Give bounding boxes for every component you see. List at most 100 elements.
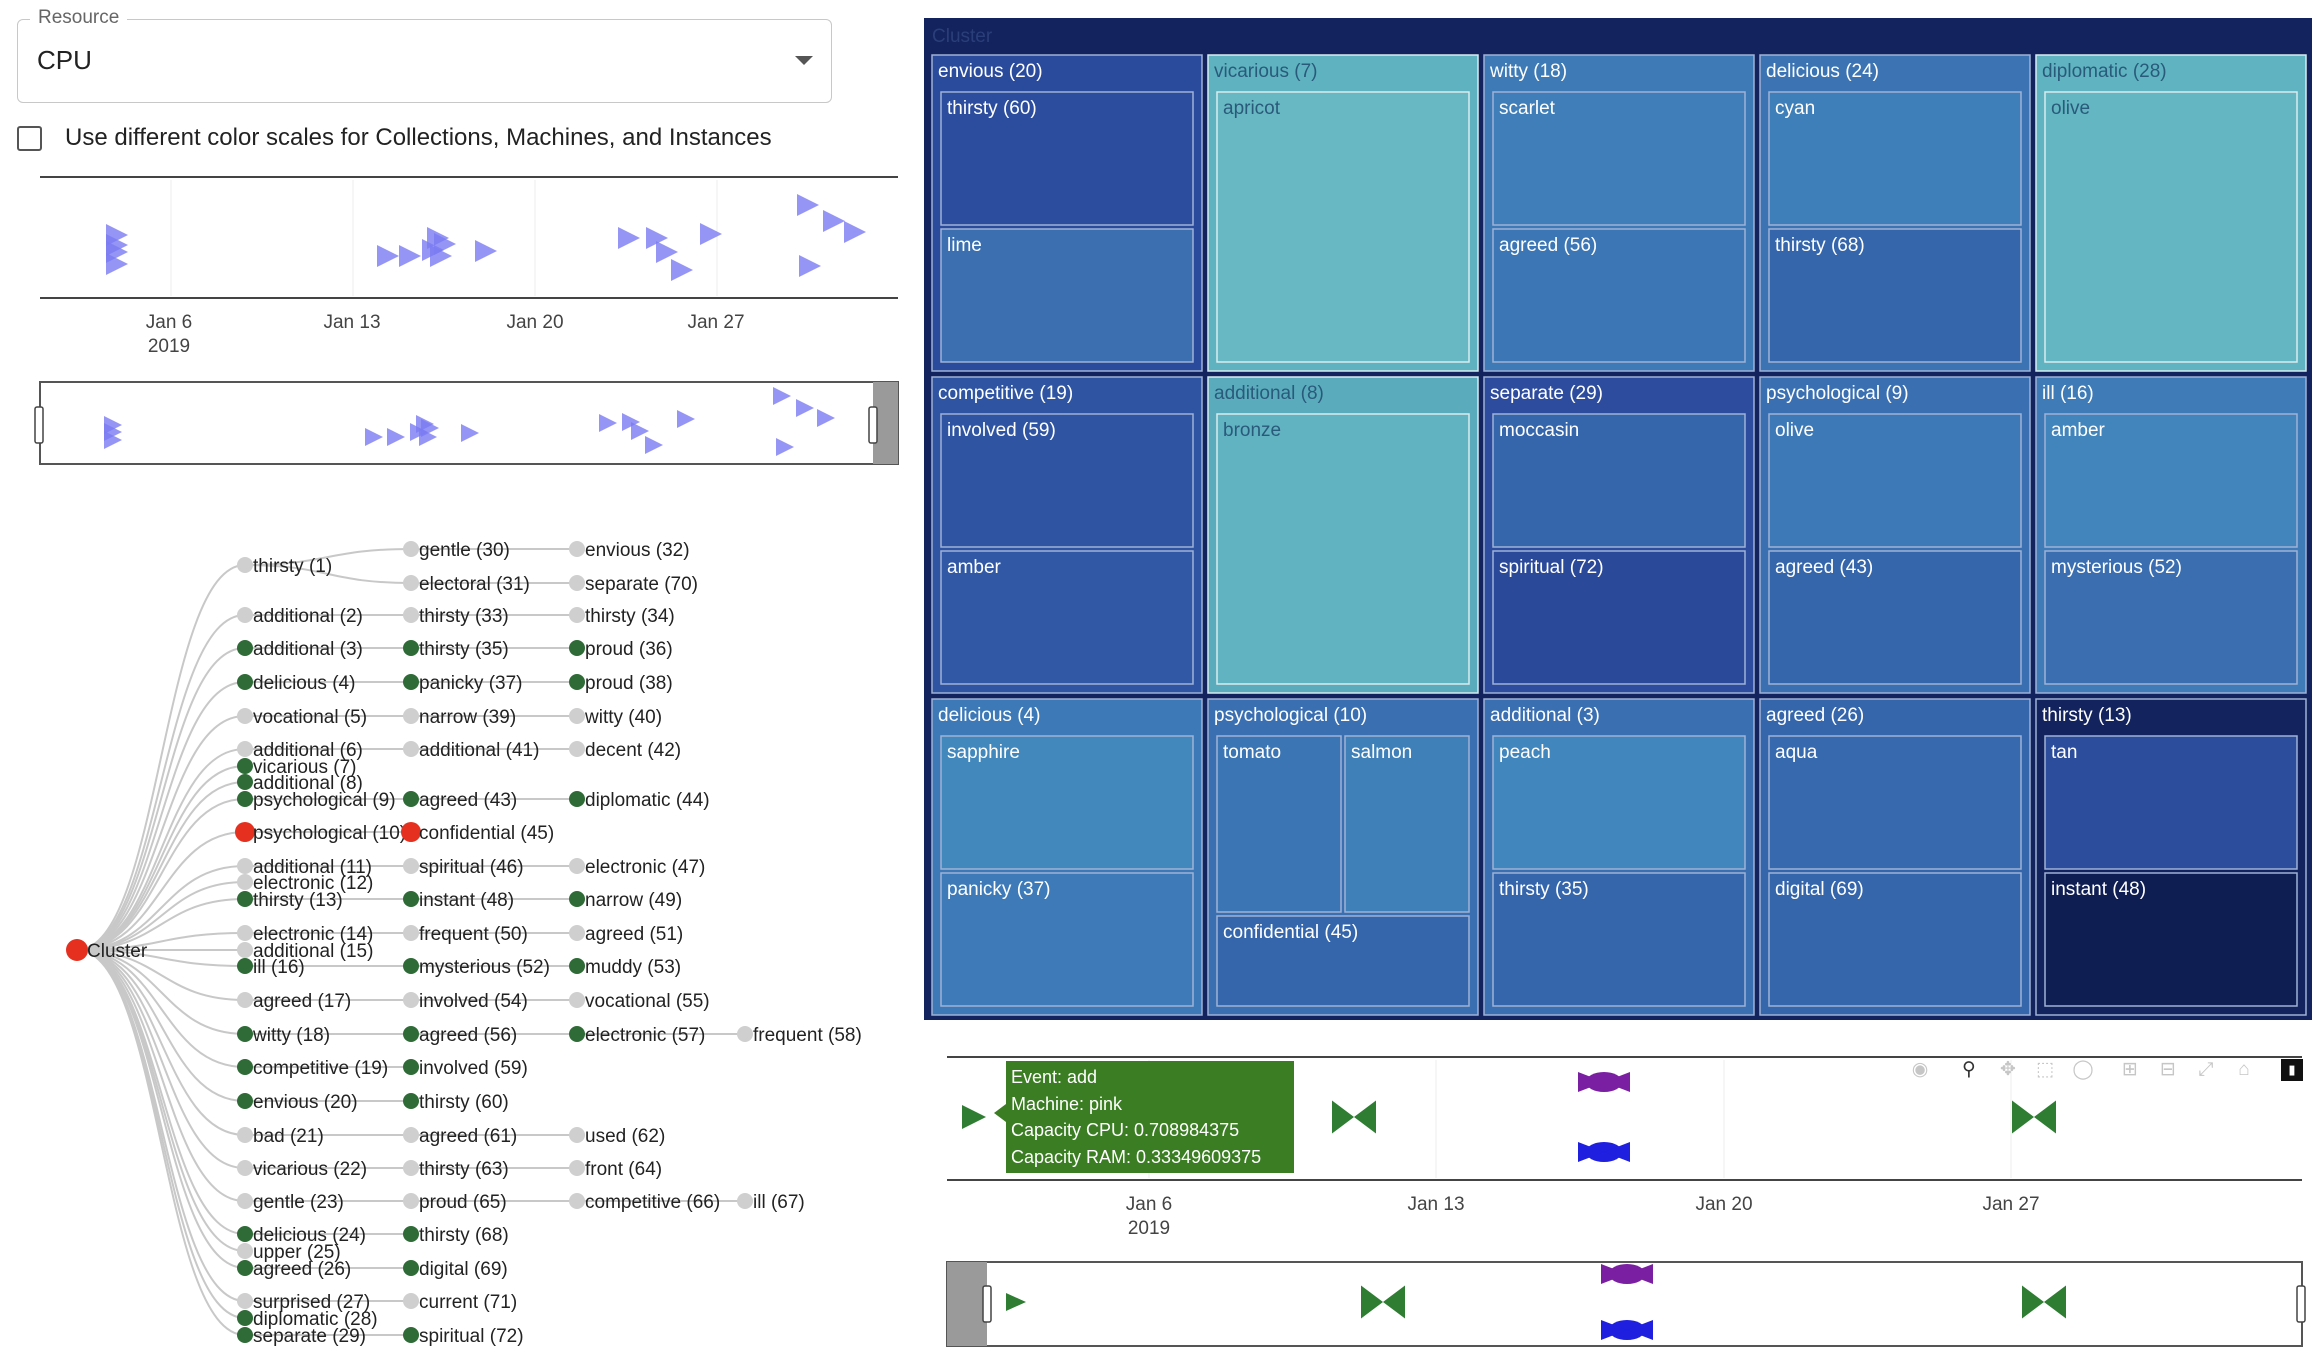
tree-node-l2-7-label[interactable]: agreed (43) bbox=[419, 790, 517, 811]
tree-node-l2-19-label[interactable]: proud (65) bbox=[419, 1192, 507, 1213]
tree-node-l3-12-label[interactable]: vocational (55) bbox=[585, 991, 710, 1012]
slider-event-marker-10[interactable] bbox=[599, 414, 617, 432]
treemap-child-11-1[interactable] bbox=[1344, 735, 1470, 913]
bottom-slider-bowtie-1-left[interactable] bbox=[1361, 1285, 1383, 1319]
treemap-child-7-0[interactable] bbox=[1492, 413, 1746, 548]
treemap-child-8-0[interactable] bbox=[1768, 413, 2022, 548]
treemap-child-14-0[interactable] bbox=[2044, 735, 2298, 870]
tree-node-l2-22-dot[interactable] bbox=[403, 1293, 419, 1309]
treemap-child-8-1[interactable] bbox=[1768, 550, 2022, 685]
bottom-bowtie-marker-2-left[interactable] bbox=[1578, 1072, 1604, 1092]
tree-node-l2-0-dot[interactable] bbox=[403, 541, 419, 557]
tree-node-l2-23-dot[interactable] bbox=[403, 1327, 419, 1343]
tree-node-l3-3-dot[interactable] bbox=[569, 640, 585, 656]
tree-node-l3-8-dot[interactable] bbox=[569, 858, 585, 874]
tree-node-l3-9-label[interactable]: narrow (49) bbox=[585, 890, 682, 911]
tree-node-l2-9-label[interactable]: spiritual (46) bbox=[419, 857, 524, 878]
tree-node-l1-5-dot[interactable] bbox=[237, 741, 253, 757]
tree-node-l2-7-dot[interactable] bbox=[403, 791, 419, 807]
bottom-bowtie-marker-3-left[interactable] bbox=[1578, 1142, 1604, 1162]
tree-node-l1-23-label[interactable]: delicious (24) bbox=[253, 1225, 366, 1246]
tree-node-l1-27-label[interactable]: diplomatic (28) bbox=[253, 1309, 378, 1330]
slider-event-marker-2[interactable] bbox=[104, 431, 122, 449]
tree-node-l1-8-label[interactable]: psychological (9) bbox=[253, 790, 396, 811]
tree-node-l2-12-dot[interactable] bbox=[403, 958, 419, 974]
tree-node-l1-0-dot[interactable] bbox=[237, 557, 253, 573]
tree-node-l3-13-label[interactable]: electronic (57) bbox=[585, 1025, 705, 1046]
color-scales-checkbox[interactable] bbox=[17, 126, 42, 151]
tree-node-l3-16-dot[interactable] bbox=[569, 1193, 585, 1209]
bottom-bowtie-marker-1-left[interactable] bbox=[1332, 1100, 1354, 1134]
bottom-add-marker-0[interactable] bbox=[962, 1105, 986, 1129]
tree-node-l1-14-dot[interactable] bbox=[237, 942, 253, 958]
tree-node-l1-19-dot[interactable] bbox=[237, 1093, 253, 1109]
tree-node-l3-15-dot[interactable] bbox=[569, 1160, 585, 1176]
tree-node-l1-17-label[interactable]: witty (18) bbox=[252, 1025, 330, 1046]
tree-node-l1-8-dot[interactable] bbox=[237, 791, 253, 807]
tree-node-l2-20-label[interactable]: thirsty (68) bbox=[419, 1225, 509, 1246]
tree-node-l2-19-dot[interactable] bbox=[403, 1193, 419, 1209]
tree-node-l1-16-dot[interactable] bbox=[237, 992, 253, 1008]
tree-node-l1-18-dot[interactable] bbox=[237, 1059, 253, 1075]
tree-node-l1-22-label[interactable]: gentle (23) bbox=[253, 1192, 344, 1213]
treemap-child-3-1[interactable] bbox=[1768, 228, 2022, 363]
tree-node-l1-15-dot[interactable] bbox=[237, 958, 253, 974]
bottom-bowtie-marker-1-right[interactable] bbox=[1354, 1100, 1376, 1134]
tree-node-l4-0-label[interactable]: frequent (58) bbox=[753, 1025, 862, 1046]
tree-node-l1-27-dot[interactable] bbox=[237, 1310, 253, 1326]
zoom-in-icon[interactable]: ⊞ bbox=[2122, 1059, 2138, 1080]
tree-node-l2-2-label[interactable]: thirsty (33) bbox=[419, 606, 509, 627]
tree-node-l4-1-label[interactable]: ill (67) bbox=[753, 1192, 805, 1213]
slider-event-marker-14[interactable] bbox=[677, 410, 695, 428]
top-event-marker-16[interactable] bbox=[797, 194, 819, 216]
tree-node-l1-6-label[interactable]: vicarious (7) bbox=[253, 757, 356, 778]
tree-node-l3-14-label[interactable]: used (62) bbox=[585, 1126, 665, 1147]
tree-node-l3-7-dot[interactable] bbox=[569, 791, 585, 807]
tree-node-l1-9-dot[interactable] bbox=[235, 822, 255, 842]
tree-node-l2-18-label[interactable]: thirsty (63) bbox=[419, 1159, 509, 1180]
top-range-handle-right[interactable] bbox=[868, 406, 878, 444]
tree-node-l1-7-label[interactable]: additional (8) bbox=[253, 773, 363, 794]
tree-node-l2-21-label[interactable]: digital (69) bbox=[419, 1259, 508, 1280]
bottom-bowtie-marker-4-right[interactable] bbox=[2034, 1100, 2056, 1134]
slider-event-marker-13[interactable] bbox=[645, 436, 663, 454]
tree-node-l1-19-label[interactable]: envious (20) bbox=[253, 1092, 358, 1113]
tree-node-l2-14-dot[interactable] bbox=[403, 1026, 419, 1042]
tree-node-l1-15-label[interactable]: ill (16) bbox=[253, 957, 305, 978]
tree-node-l1-23-dot[interactable] bbox=[237, 1226, 253, 1242]
tree-node-l1-9-label[interactable]: psychological (10) bbox=[253, 823, 406, 844]
tree-node-l3-1-label[interactable]: separate (70) bbox=[585, 574, 698, 595]
tree-node-l1-11-dot[interactable] bbox=[237, 874, 253, 890]
top-range-slider[interactable] bbox=[39, 381, 899, 465]
treemap-child-10-0[interactable] bbox=[940, 735, 1194, 870]
treemap-child-9-1[interactable] bbox=[2044, 550, 2298, 685]
tree-node-l3-8-label[interactable]: electronic (47) bbox=[585, 857, 705, 878]
tree-node-l4-1-dot[interactable] bbox=[737, 1193, 753, 1209]
resource-select-value[interactable]: CPU bbox=[37, 45, 92, 75]
resource-select[interactable] bbox=[17, 19, 832, 103]
top-event-marker-10[interactable] bbox=[475, 240, 497, 262]
tree-node-l2-21-dot[interactable] bbox=[403, 1260, 419, 1276]
tree-node-l1-11-label[interactable]: electronic (12) bbox=[253, 873, 373, 894]
slider-event-marker-4[interactable] bbox=[387, 428, 405, 446]
treemap-child-0-1[interactable] bbox=[940, 228, 1194, 363]
tree-node-l4-0-dot[interactable] bbox=[737, 1026, 753, 1042]
treemap-child-11-2[interactable] bbox=[1216, 915, 1470, 1007]
tree-node-l2-8-label[interactable]: confidential (45) bbox=[419, 823, 554, 844]
lasso-icon[interactable]: ◯ bbox=[2072, 1059, 2094, 1080]
tree-node-l1-20-label[interactable]: bad (21) bbox=[253, 1126, 324, 1147]
treemap-child-3-0[interactable] bbox=[1768, 91, 2022, 226]
tree-node-l1-13-label[interactable]: electronic (14) bbox=[253, 924, 373, 945]
color-scales-checkbox-label[interactable]: Use different color scales for Collectio… bbox=[65, 124, 772, 151]
tree-node-l2-14-label[interactable]: agreed (56) bbox=[419, 1025, 517, 1046]
slider-event-marker-16[interactable] bbox=[796, 399, 814, 417]
tree-node-l2-11-label[interactable]: frequent (50) bbox=[419, 924, 528, 945]
bottom-slider-bowtie-3-right[interactable] bbox=[1627, 1320, 1653, 1340]
tree-node-l1-26-dot[interactable] bbox=[237, 1293, 253, 1309]
bottom-slider-bowtie-4-left[interactable] bbox=[2022, 1285, 2044, 1319]
top-event-marker-17[interactable] bbox=[823, 210, 845, 232]
tree-node-l1-6-dot[interactable] bbox=[237, 758, 253, 774]
tree-node-l1-24-dot[interactable] bbox=[237, 1243, 253, 1259]
bottom-bowtie-marker-3-right[interactable] bbox=[1604, 1142, 1630, 1162]
